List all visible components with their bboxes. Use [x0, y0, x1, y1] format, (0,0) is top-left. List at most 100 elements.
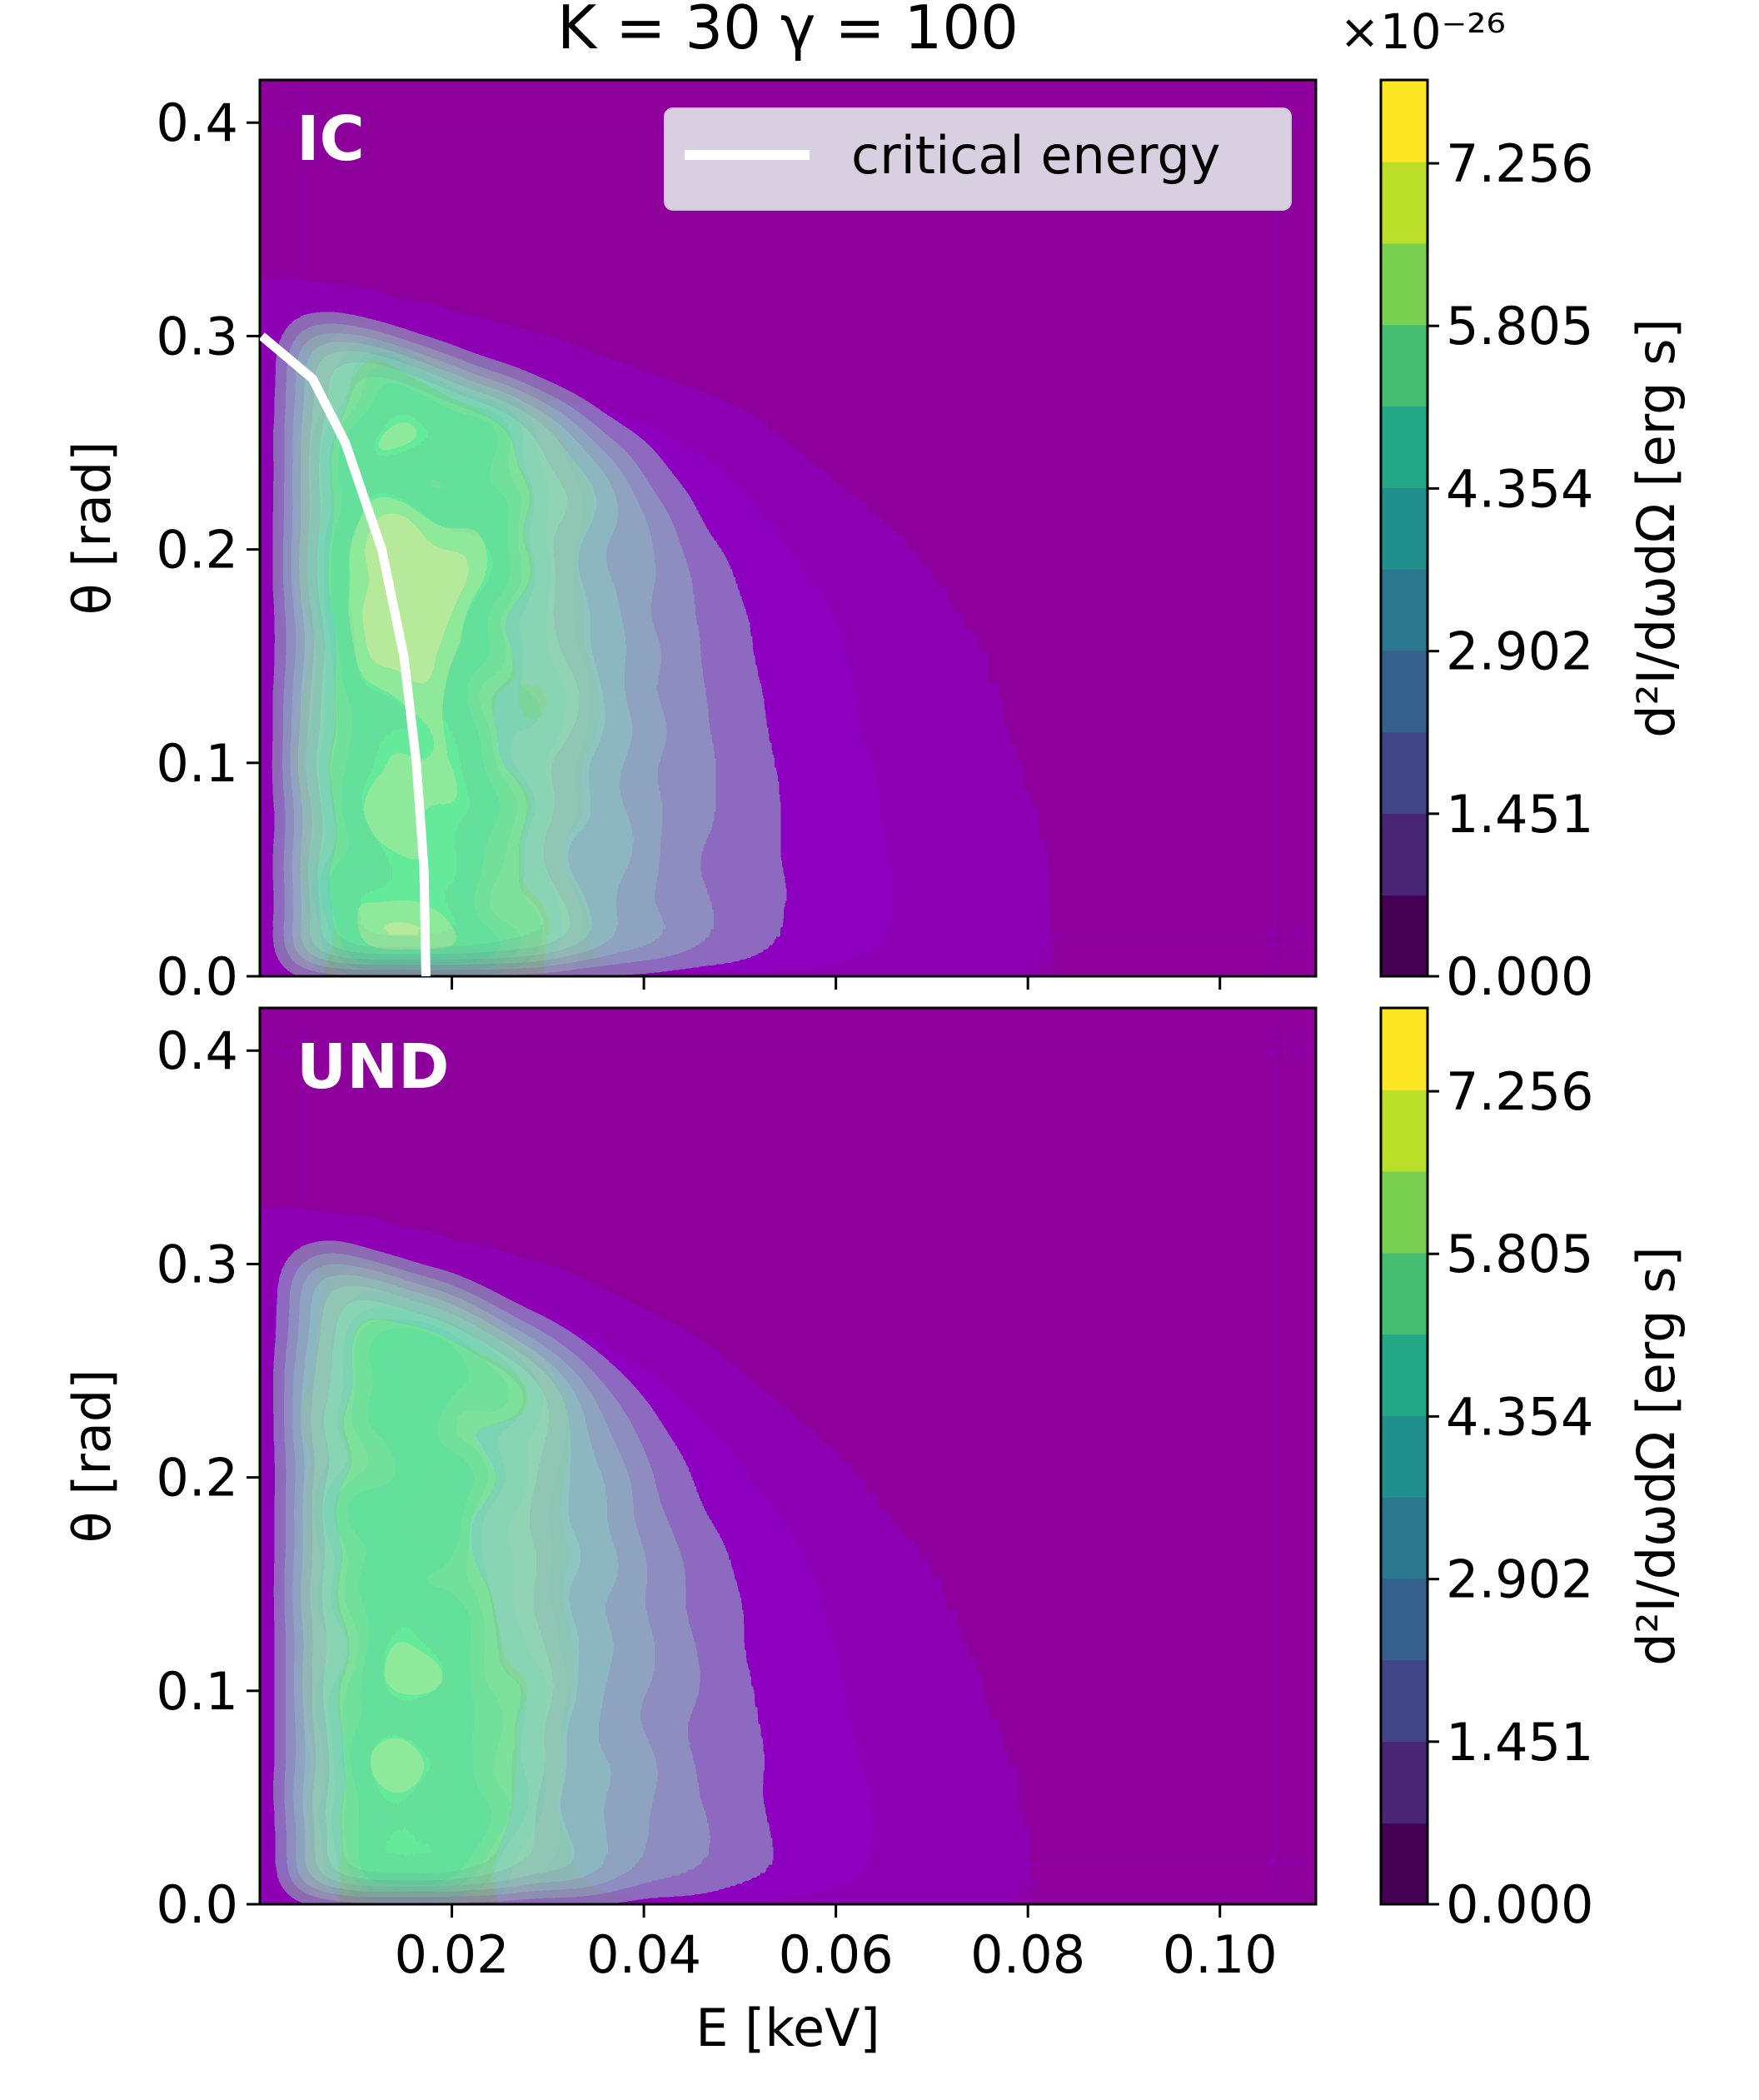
heatmap-cell — [306, 960, 323, 976]
heatmap-cell — [756, 1146, 774, 1164]
heatmap-cell — [834, 574, 851, 591]
heatmap-cell — [570, 1054, 587, 1071]
heatmap-cell — [492, 636, 510, 653]
heatmap-cell — [260, 666, 277, 684]
heatmap-cell — [865, 296, 883, 313]
heatmap-cell — [943, 960, 960, 976]
heatmap-cell — [260, 543, 277, 561]
heatmap-cell — [1020, 357, 1038, 375]
heatmap-cell — [337, 883, 355, 900]
heatmap-cell — [399, 605, 416, 622]
heatmap-cell — [1052, 698, 1069, 715]
heatmap-cell — [1052, 744, 1069, 761]
heatmap-cell — [1300, 837, 1316, 854]
heatmap-cell — [772, 930, 790, 947]
heatmap-cell — [352, 1085, 370, 1102]
heatmap-cell — [1129, 621, 1147, 638]
heatmap-cell — [306, 420, 323, 436]
heatmap-cell — [756, 930, 774, 947]
heatmap-cell — [632, 187, 650, 205]
heatmap-cell — [1300, 806, 1316, 823]
heatmap-cell — [927, 899, 944, 915]
heatmap-cell — [384, 868, 401, 885]
heatmap-cell — [1083, 342, 1100, 360]
heatmap-cell — [710, 729, 727, 746]
heatmap-cell — [865, 698, 883, 715]
heatmap-cell — [648, 1054, 665, 1071]
heatmap-cell — [508, 960, 526, 976]
heatmap-cell — [1191, 791, 1208, 808]
heatmap-cell — [601, 605, 619, 622]
heatmap-cell — [555, 729, 572, 746]
heatmap-cell — [337, 187, 355, 205]
heatmap-cell — [1114, 775, 1131, 792]
heatmap-cell — [431, 1100, 447, 1118]
heatmap-cell — [1098, 420, 1115, 436]
heatmap-cell — [663, 651, 680, 669]
heatmap-cell — [431, 605, 447, 622]
heatmap-cell — [819, 837, 836, 854]
heatmap-cell — [570, 1100, 587, 1118]
heatmap-cell — [710, 342, 727, 360]
heatmap-cell — [834, 404, 851, 421]
heatmap-cell — [819, 791, 836, 808]
heatmap-cell — [508, 250, 526, 267]
heatmap-cell — [927, 1023, 944, 1040]
heatmap-cell — [586, 543, 603, 561]
heatmap-cell — [1036, 373, 1054, 391]
heatmap-cell — [819, 1209, 836, 1225]
heatmap-cell — [725, 729, 743, 746]
heatmap-cell — [679, 1100, 696, 1118]
heatmap-cell — [1036, 852, 1054, 870]
heatmap-cell — [632, 945, 650, 962]
heatmap-cell — [508, 327, 526, 344]
heatmap-cell — [632, 837, 650, 854]
heatmap-cell — [1036, 1023, 1054, 1040]
heatmap-cell — [291, 744, 308, 761]
heatmap-cell — [1253, 1224, 1271, 1241]
heatmap-cell — [399, 187, 416, 205]
heatmap-cell — [1269, 496, 1286, 514]
heatmap-cell — [896, 435, 914, 452]
heatmap-cell — [1083, 914, 1100, 931]
heatmap-cell — [492, 466, 510, 483]
heatmap-cell — [632, 666, 650, 684]
heatmap-cell — [880, 1178, 898, 1195]
heatmap-cell — [1269, 852, 1286, 870]
heatmap-cell — [974, 806, 991, 823]
heatmap-cell — [943, 265, 960, 282]
heatmap-cell — [539, 281, 556, 297]
heatmap-cell — [399, 1209, 416, 1225]
heatmap-cell — [632, 373, 650, 391]
heatmap-cell — [741, 760, 758, 777]
heatmap-cell — [679, 234, 696, 252]
heatmap-cell — [291, 821, 308, 839]
heatmap-cell — [1144, 698, 1162, 715]
heatmap-cell — [1036, 1008, 1054, 1025]
heatmap-cell — [1144, 1146, 1162, 1164]
heatmap-cell — [927, 1162, 944, 1180]
heatmap-cell — [1176, 1100, 1193, 1118]
heatmap-cell — [260, 682, 277, 700]
heatmap-cell — [679, 250, 696, 267]
heatmap-cell — [431, 1224, 447, 1241]
heatmap-cell — [756, 496, 774, 514]
heatmap-cell — [1269, 729, 1286, 746]
heatmap-cell — [461, 666, 479, 684]
heatmap-cell — [865, 250, 883, 267]
heatmap-cell — [788, 837, 805, 854]
heatmap-cell — [896, 312, 914, 329]
heatmap-cell — [1269, 342, 1286, 360]
heatmap-cell — [321, 1178, 339, 1195]
heatmap-cell — [1238, 837, 1255, 854]
heatmap-cell — [974, 590, 991, 606]
heatmap-cell — [1253, 621, 1271, 638]
heatmap-cell — [306, 1224, 323, 1241]
heatmap-cell — [648, 651, 665, 669]
heatmap-cell — [1052, 1008, 1069, 1025]
heatmap-cell — [1191, 435, 1208, 452]
heatmap-cell — [1129, 218, 1147, 236]
heatmap-cell — [927, 404, 944, 421]
heatmap-cell — [275, 729, 292, 746]
heatmap-cell — [974, 1008, 991, 1025]
